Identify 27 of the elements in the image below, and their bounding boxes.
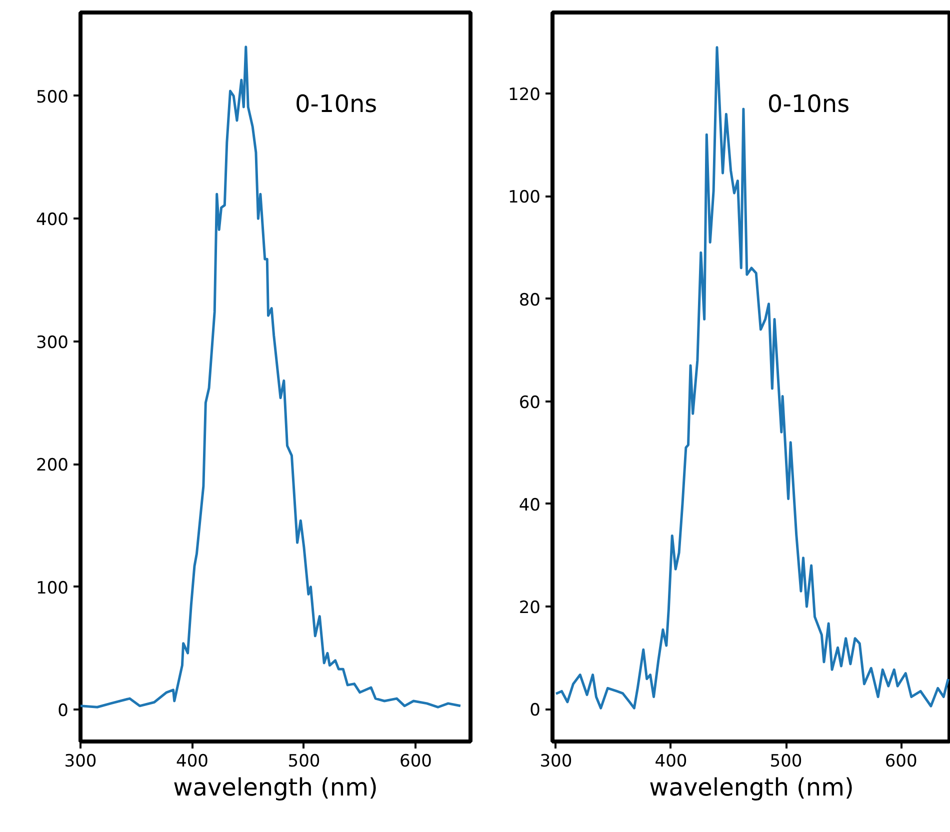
- x-axis-title: wavelength (nm): [649, 774, 854, 802]
- x-tick-label: 400: [176, 752, 208, 772]
- x-axis-title: wavelength (nm): [173, 774, 378, 802]
- y-tick-label: 200: [36, 456, 69, 476]
- x-tick-label: 600: [400, 752, 432, 772]
- y-tick-label: 40: [518, 495, 541, 516]
- annotation: 0-10ns: [295, 90, 378, 118]
- y-tick-label: 80: [518, 290, 541, 310]
- x-tick-label: 500: [770, 752, 802, 772]
- y-tick-label: 100: [36, 578, 69, 598]
- y-tick-label: 20: [518, 598, 541, 618]
- x-tick-label: 300: [540, 752, 572, 772]
- y-tick-label: 60: [518, 392, 541, 413]
- x-tick-label: 400: [654, 752, 688, 772]
- y-tick-label: 500: [36, 87, 69, 108]
- y-tick-label: 0: [530, 700, 541, 721]
- x-tick-label: 600: [884, 752, 918, 772]
- x-tick-label: 500: [288, 752, 320, 772]
- y-tick-label: 100: [508, 188, 541, 208]
- y-tick-label: 400: [36, 210, 69, 230]
- y-tick-label: 120: [508, 85, 541, 106]
- y-tick-label: 0: [58, 701, 69, 722]
- line-series: [554, 46, 950, 710]
- y-tick-label: 300: [36, 332, 69, 353]
- annotation: 0-10ns: [767, 90, 850, 118]
- x-tick-label: 300: [64, 752, 97, 772]
- line-series: [80, 46, 462, 708]
